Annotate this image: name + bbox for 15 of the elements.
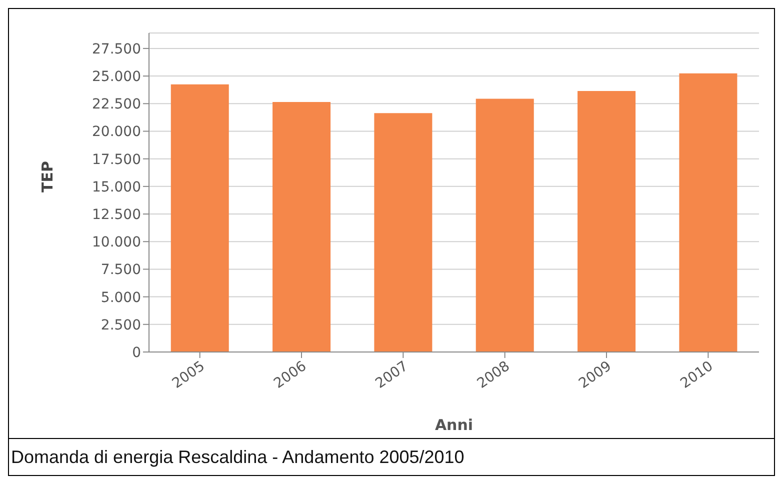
y-tick-label: 27.500 [92,41,141,58]
y-axis-title: TEP [38,161,56,192]
y-tick-label: 25.000 [92,69,141,86]
x-axis-title: Anni [434,416,474,434]
y-tick-label: 17.500 [92,152,141,168]
y-tick-label: 0 [132,344,141,361]
y-tick-label: 10.000 [92,234,141,251]
y-tick-label: 15.000 [92,179,141,196]
y-tick-label: 20.000 [92,124,141,140]
y-tick-label: 12.500 [92,206,141,223]
y-tick-label: 22.500 [92,96,141,113]
y-tick-label: 7.500 [100,262,141,278]
y-tick-label: 5.000 [100,290,141,306]
text: Domanda di energia Rescaldina - Andamento 2005/2010 [10,446,466,468]
y-tick-label: 2.500 [100,317,141,334]
